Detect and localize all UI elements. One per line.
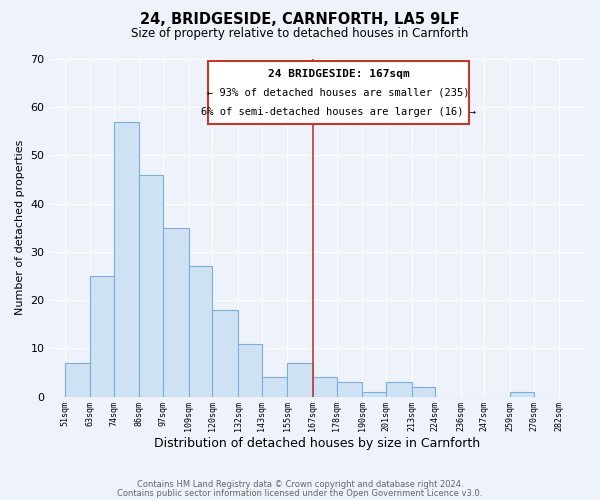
Text: 6% of semi-detached houses are larger (16) →: 6% of semi-detached houses are larger (1… <box>201 107 476 117</box>
Text: Size of property relative to detached houses in Carnforth: Size of property relative to detached ho… <box>131 28 469 40</box>
Bar <box>114 122 139 396</box>
Bar <box>337 382 362 396</box>
Text: 24, BRIDGESIDE, CARNFORTH, LA5 9LF: 24, BRIDGESIDE, CARNFORTH, LA5 9LF <box>140 12 460 28</box>
Bar <box>90 276 114 396</box>
Bar <box>510 392 533 396</box>
Bar <box>212 310 238 396</box>
Bar <box>65 363 90 396</box>
Bar <box>287 363 313 396</box>
Bar <box>362 392 386 396</box>
FancyBboxPatch shape <box>208 62 469 124</box>
Text: ← 93% of detached houses are smaller (235): ← 93% of detached houses are smaller (23… <box>208 88 470 98</box>
Bar <box>238 344 262 396</box>
Bar <box>313 378 337 396</box>
Bar <box>386 382 412 396</box>
X-axis label: Distribution of detached houses by size in Carnforth: Distribution of detached houses by size … <box>154 437 481 450</box>
Bar <box>163 228 189 396</box>
Bar <box>412 387 435 396</box>
Bar <box>139 174 163 396</box>
Bar <box>189 266 212 396</box>
Text: Contains HM Land Registry data © Crown copyright and database right 2024.: Contains HM Land Registry data © Crown c… <box>137 480 463 489</box>
Y-axis label: Number of detached properties: Number of detached properties <box>15 140 25 316</box>
Text: Contains public sector information licensed under the Open Government Licence v3: Contains public sector information licen… <box>118 488 482 498</box>
Bar <box>262 378 287 396</box>
Text: 24 BRIDGESIDE: 167sqm: 24 BRIDGESIDE: 167sqm <box>268 68 410 78</box>
